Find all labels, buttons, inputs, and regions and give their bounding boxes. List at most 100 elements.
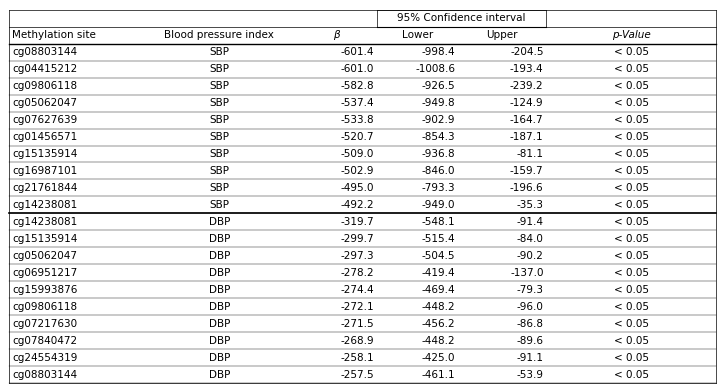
Text: -299.7: -299.7 [340, 234, 374, 244]
Text: SBP: SBP [210, 132, 229, 142]
Text: DBP: DBP [209, 285, 230, 295]
Text: -425.0: -425.0 [422, 353, 455, 363]
Bar [9, 61, 716, 78]
Text: cg16987101: cg16987101 [12, 166, 78, 176]
Text: < 0.05: < 0.05 [614, 166, 649, 176]
Text: cg15135914: cg15135914 [12, 149, 78, 159]
Text: DBP: DBP [209, 370, 230, 380]
Text: SBP: SBP [210, 47, 229, 57]
Text: DBP: DBP [209, 217, 230, 227]
Text: SBP: SBP [210, 81, 229, 91]
Text: -548.1: -548.1 [421, 217, 455, 227]
Text: cg06951217: cg06951217 [12, 268, 78, 278]
Text: cg15993876: cg15993876 [12, 285, 78, 295]
Text: -274.4: -274.4 [340, 285, 374, 295]
Text: -461.1: -461.1 [421, 370, 455, 380]
Text: cg14238081: cg14238081 [12, 200, 78, 210]
Text: -419.4: -419.4 [421, 268, 455, 278]
Text: -91.1: -91.1 [517, 353, 544, 363]
Text: < 0.05: < 0.05 [614, 370, 649, 380]
Text: -949.0: -949.0 [422, 200, 455, 210]
Text: -1008.6: -1008.6 [415, 64, 455, 74]
Text: -193.4: -193.4 [510, 64, 544, 74]
Text: -456.2: -456.2 [421, 319, 455, 329]
Text: -164.7: -164.7 [510, 115, 544, 125]
Text: -204.5: -204.5 [510, 47, 544, 57]
Text: < 0.05: < 0.05 [614, 234, 649, 244]
Text: < 0.05: < 0.05 [614, 64, 649, 74]
Text: -159.7: -159.7 [510, 166, 544, 176]
Text: -35.3: -35.3 [517, 200, 544, 210]
Text: < 0.05: < 0.05 [614, 81, 649, 91]
Text: DBP: DBP [209, 319, 230, 329]
Text: -257.5: -257.5 [340, 370, 374, 380]
Text: Blood pressure index: Blood pressure index [165, 30, 274, 40]
Text: -137.0: -137.0 [510, 268, 544, 278]
Text: -949.8: -949.8 [421, 98, 455, 108]
Text: -272.1: -272.1 [340, 302, 374, 312]
Text: -239.2: -239.2 [510, 81, 544, 91]
Text: -998.4: -998.4 [421, 47, 455, 57]
Text: < 0.05: < 0.05 [614, 98, 649, 108]
Bar [9, 349, 716, 366]
Bar [9, 298, 716, 315]
Text: < 0.05: < 0.05 [614, 353, 649, 363]
Text: -936.8: -936.8 [421, 149, 455, 159]
Text: cg05062047: cg05062047 [12, 98, 78, 108]
Text: cg07627639: cg07627639 [12, 115, 78, 125]
Text: -926.5: -926.5 [421, 81, 455, 91]
Text: SBP: SBP [210, 166, 229, 176]
Text: -90.2: -90.2 [517, 251, 544, 261]
Text: -492.2: -492.2 [340, 200, 374, 210]
Text: -448.2: -448.2 [421, 336, 455, 346]
Text: Lower: Lower [402, 30, 433, 40]
Text: -89.6: -89.6 [517, 336, 544, 346]
Text: -469.4: -469.4 [421, 285, 455, 295]
Text: SBP: SBP [210, 149, 229, 159]
Text: < 0.05: < 0.05 [614, 336, 649, 346]
Text: < 0.05: < 0.05 [614, 268, 649, 278]
Bar [9, 95, 716, 112]
Text: -601.0: -601.0 [340, 64, 374, 74]
Text: -297.3: -297.3 [340, 251, 374, 261]
Text: cg24554319: cg24554319 [12, 353, 78, 363]
Bar [9, 366, 716, 383]
Text: cg09806118: cg09806118 [12, 302, 78, 312]
Text: < 0.05: < 0.05 [614, 251, 649, 261]
Bar [9, 315, 716, 332]
Text: -96.0: -96.0 [517, 302, 544, 312]
Text: -196.6: -196.6 [510, 183, 544, 193]
Text: cg08803144: cg08803144 [12, 47, 78, 57]
Text: < 0.05: < 0.05 [614, 319, 649, 329]
Bar [9, 230, 716, 247]
Bar [9, 332, 716, 349]
Text: p-Value: p-Value [612, 30, 651, 40]
Text: Methylation site: Methylation site [12, 30, 96, 40]
Text: -520.7: -520.7 [340, 132, 374, 142]
Text: < 0.05: < 0.05 [614, 217, 649, 227]
Text: 95% Confidence interval: 95% Confidence interval [397, 13, 526, 23]
Text: < 0.05: < 0.05 [614, 132, 649, 142]
Text: cg08803144: cg08803144 [12, 370, 78, 380]
Text: SBP: SBP [210, 98, 229, 108]
Text: cg01456571: cg01456571 [12, 132, 78, 142]
Text: SBP: SBP [210, 200, 229, 210]
Text: cg14238081: cg14238081 [12, 217, 78, 227]
Bar [9, 281, 716, 298]
Bar [9, 78, 716, 95]
Text: -448.2: -448.2 [421, 302, 455, 312]
Text: -601.4: -601.4 [340, 47, 374, 57]
Bar [9, 145, 716, 163]
Text: -533.8: -533.8 [340, 115, 374, 125]
Text: DBP: DBP [209, 336, 230, 346]
Bar [9, 196, 716, 214]
Text: < 0.05: < 0.05 [614, 149, 649, 159]
Bar [9, 112, 716, 128]
Text: -854.3: -854.3 [421, 132, 455, 142]
Text: DBP: DBP [209, 353, 230, 363]
Bar [9, 179, 716, 196]
Text: < 0.05: < 0.05 [614, 302, 649, 312]
Text: -495.0: -495.0 [340, 183, 374, 193]
Text: cg21761844: cg21761844 [12, 183, 78, 193]
Text: cg15135914: cg15135914 [12, 234, 78, 244]
